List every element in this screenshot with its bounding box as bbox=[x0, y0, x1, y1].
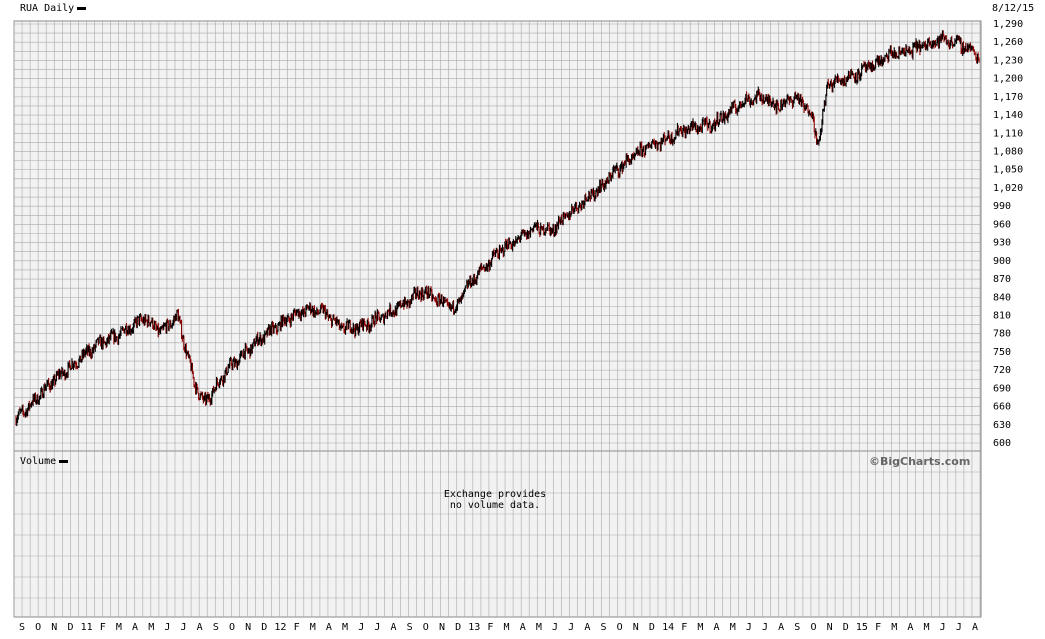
x-tick-label: M bbox=[504, 622, 510, 633]
x-tick-label: M bbox=[148, 622, 154, 633]
y-tick-label: 1,050 bbox=[993, 165, 1023, 176]
x-tick-label: D bbox=[261, 622, 267, 633]
x-tick-label: S bbox=[600, 622, 606, 633]
y-tick-label: 930 bbox=[993, 238, 1011, 249]
x-tick-label: J bbox=[374, 622, 380, 633]
volume-note-line2: no volume data. bbox=[430, 500, 560, 511]
y-tick-label: 1,230 bbox=[993, 55, 1023, 66]
x-tick-label: N bbox=[51, 622, 57, 633]
x-tick-label: A bbox=[972, 622, 978, 633]
x-tick-label: A bbox=[714, 622, 720, 633]
x-tick-label: A bbox=[778, 622, 784, 633]
x-tick-label: A bbox=[390, 622, 396, 633]
x-tick-label: J bbox=[164, 622, 170, 633]
x-tick-label: J bbox=[552, 622, 558, 633]
y-tick-label: 990 bbox=[993, 201, 1011, 212]
y-tick-label: 900 bbox=[993, 256, 1011, 267]
volume-note: Exchange provides no volume data. bbox=[430, 489, 560, 511]
x-tick-label: A bbox=[584, 622, 590, 633]
y-tick-label: 1,020 bbox=[993, 183, 1023, 194]
x-tick-label: D bbox=[843, 622, 849, 633]
x-tick-label: J bbox=[956, 622, 962, 633]
volume-label: Volume bbox=[20, 456, 56, 467]
y-tick-label: 660 bbox=[993, 402, 1011, 413]
x-tick-label: J bbox=[568, 622, 574, 633]
chart-title-box: RUA Daily bbox=[20, 3, 86, 15]
y-tick-label: 1,200 bbox=[993, 74, 1023, 85]
y-tick-label: 1,110 bbox=[993, 128, 1023, 139]
x-tick-label: M bbox=[891, 622, 897, 633]
y-tick-label: 1,290 bbox=[993, 19, 1023, 30]
x-tick-label: M bbox=[924, 622, 930, 633]
y-tick-label: 750 bbox=[993, 347, 1011, 358]
y-tick-label: 810 bbox=[993, 310, 1011, 321]
x-tick-label: O bbox=[423, 622, 429, 633]
y-tick-label: 840 bbox=[993, 292, 1011, 303]
x-tick-label: D bbox=[67, 622, 73, 633]
x-tick-label: J bbox=[746, 622, 752, 633]
volume-label-box: Volume bbox=[20, 456, 68, 468]
x-tick-label: O bbox=[810, 622, 816, 633]
x-tick-label: N bbox=[245, 622, 251, 633]
y-tick-label: 630 bbox=[993, 420, 1011, 431]
x-tick-label: F bbox=[294, 622, 300, 633]
x-tick-label: 14 bbox=[662, 622, 674, 633]
y-tick-label: 960 bbox=[993, 219, 1011, 230]
x-tick-label: O bbox=[617, 622, 623, 633]
volume-note-line1: Exchange provides bbox=[430, 489, 560, 500]
y-tick-label: 870 bbox=[993, 274, 1011, 285]
x-tick-label: A bbox=[520, 622, 526, 633]
x-tick-label: 15 bbox=[856, 622, 868, 633]
x-tick-label: S bbox=[794, 622, 800, 633]
x-tick-label: M bbox=[116, 622, 122, 633]
x-tick-label: 11 bbox=[81, 622, 93, 633]
x-tick-label: 13 bbox=[468, 622, 480, 633]
x-tick-label: F bbox=[875, 622, 881, 633]
x-tick-label: N bbox=[827, 622, 833, 633]
x-tick-label: A bbox=[326, 622, 332, 633]
brand-watermark: ©BigCharts.com bbox=[869, 455, 970, 468]
y-tick-label: 720 bbox=[993, 365, 1011, 376]
x-tick-label: A bbox=[907, 622, 913, 633]
x-tick-label: M bbox=[536, 622, 542, 633]
y-tick-label: 1,260 bbox=[993, 37, 1023, 48]
x-tick-label: J bbox=[358, 622, 364, 633]
x-tick-label: D bbox=[649, 622, 655, 633]
x-tick-label: S bbox=[407, 622, 413, 633]
x-tick-label: A bbox=[132, 622, 138, 633]
y-tick-label: 1,140 bbox=[993, 110, 1023, 121]
y-tick-label: 690 bbox=[993, 383, 1011, 394]
title-legend-swatch bbox=[77, 7, 86, 10]
x-tick-label: J bbox=[762, 622, 768, 633]
x-tick-label: F bbox=[100, 622, 106, 633]
y-tick-label: 1,080 bbox=[993, 147, 1023, 158]
x-tick-label: M bbox=[342, 622, 348, 633]
y-tick-label: 1,170 bbox=[993, 92, 1023, 103]
chart-title: RUA Daily bbox=[20, 3, 74, 14]
x-tick-label: F bbox=[681, 622, 687, 633]
y-tick-label: 780 bbox=[993, 329, 1011, 340]
x-tick-label: S bbox=[19, 622, 25, 633]
x-tick-label: A bbox=[197, 622, 203, 633]
x-tick-label: O bbox=[229, 622, 235, 633]
x-tick-label: D bbox=[455, 622, 461, 633]
x-tick-label: O bbox=[35, 622, 41, 633]
x-tick-label: M bbox=[310, 622, 316, 633]
y-tick-label: 600 bbox=[993, 438, 1011, 449]
x-tick-label: N bbox=[439, 622, 445, 633]
x-tick-label: F bbox=[487, 622, 493, 633]
x-tick-label: S bbox=[213, 622, 219, 633]
x-tick-label: J bbox=[940, 622, 946, 633]
volume-legend-swatch bbox=[59, 460, 68, 463]
x-tick-label: 12 bbox=[274, 622, 286, 633]
chart-date: 8/12/15 bbox=[992, 3, 1034, 15]
x-tick-label: M bbox=[730, 622, 736, 633]
x-tick-label: M bbox=[697, 622, 703, 633]
x-tick-label: J bbox=[181, 622, 187, 633]
x-tick-label: N bbox=[633, 622, 639, 633]
